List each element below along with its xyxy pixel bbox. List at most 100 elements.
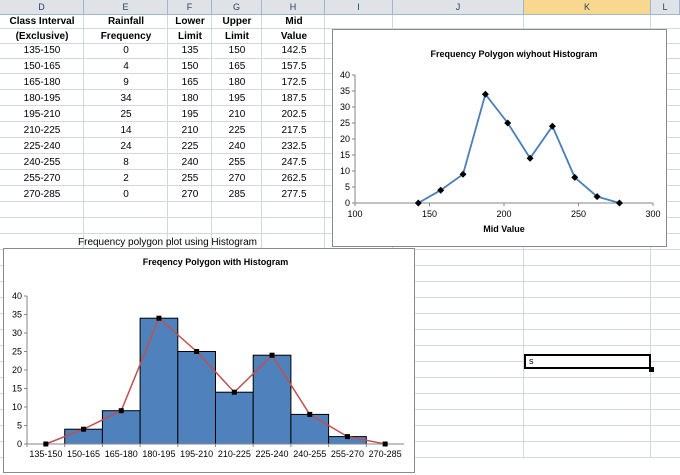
y-tick-label: 25 (340, 118, 350, 128)
active-cell[interactable]: s (524, 354, 651, 369)
table-cell[interactable]: 277.5 (281, 189, 307, 200)
table-cell[interactable]: 225 (228, 125, 246, 136)
histogram-bar (252, 354, 292, 445)
column-header-k[interactable]: K (524, 0, 651, 14)
table-header-cell[interactable]: Frequency (100, 31, 152, 42)
table-cell[interactable]: 262.5 (281, 173, 307, 184)
table-header-cell[interactable]: Upper (222, 16, 252, 27)
table-cell[interactable]: 270 (228, 173, 246, 184)
column-header-h[interactable]: H (262, 0, 325, 14)
table-header-cell[interactable]: Class Interval (9, 16, 75, 27)
data-point (481, 90, 489, 98)
table-cell[interactable]: 142.5 (281, 45, 307, 56)
table-cell[interactable]: 210 (181, 125, 199, 136)
table-cell[interactable]: 270-285 (23, 189, 61, 200)
x-tick-label: 300 (645, 209, 660, 219)
table-cell[interactable]: 202.5 (281, 109, 307, 120)
x-tick-label: 150 (422, 209, 437, 219)
table-cell[interactable]: 195 (228, 93, 246, 104)
table-cell[interactable]: 195-210 (23, 109, 61, 120)
histogram-bar (215, 391, 254, 445)
polygon-point (43, 441, 49, 447)
column-header-d[interactable]: D (0, 0, 84, 14)
histogram-bar (290, 413, 330, 445)
table-cell[interactable]: 285 (228, 189, 246, 200)
table-cell[interactable]: 150-165 (23, 61, 61, 72)
data-point (571, 173, 579, 181)
table-cell[interactable]: 0 (123, 45, 129, 56)
table-header-cell[interactable]: Lower (175, 16, 205, 27)
table-header-cell[interactable]: Limit (225, 31, 249, 42)
y-tick-label: 40 (12, 291, 22, 301)
table-cell[interactable]: 217.5 (281, 125, 307, 136)
table-cell[interactable]: 225 (181, 141, 199, 152)
table-cell[interactable]: 165 (181, 77, 199, 88)
column-header-e[interactable]: E (84, 0, 168, 14)
table-cell[interactable]: 210-225 (23, 125, 61, 136)
table-cell[interactable]: 255 (181, 173, 199, 184)
table-cell[interactable]: 255 (228, 157, 246, 168)
table-header-cell[interactable]: (Exclusive) (15, 31, 69, 42)
data-point (459, 170, 467, 178)
table-header-cell[interactable]: Mid (285, 16, 303, 27)
active-cell-value: s (529, 356, 534, 366)
table-cell[interactable]: 2 (123, 173, 129, 184)
table-cell[interactable]: 232.5 (281, 141, 307, 152)
series-line (417, 92, 620, 204)
table-cell[interactable]: 247.5 (281, 157, 307, 168)
table-header-cell[interactable]: Value (280, 31, 308, 42)
spreadsheet-grid[interactable]: Class Interval (Exclusive) Rainfall Frequen… (0, 15, 680, 473)
frequency-polygon-chart[interactable]: Frequency Polygon wiyhout Histogram 0 5 10 1… (332, 29, 667, 247)
table-cell[interactable]: 25 (120, 109, 132, 120)
table-cell[interactable]: 135-150 (23, 45, 61, 56)
table-cell[interactable]: 180-195 (23, 93, 61, 104)
table-cell[interactable]: 195 (181, 109, 199, 120)
table-cell[interactable]: 34 (120, 93, 132, 104)
table-header-cell[interactable]: Rainfall (107, 16, 145, 27)
x-tick-label: 225-240 (256, 449, 289, 459)
table-cell[interactable]: 24 (120, 141, 132, 152)
table-cell[interactable]: 180 (181, 93, 199, 104)
table-cell[interactable]: 8 (123, 157, 129, 168)
table-cell[interactable]: 150 (228, 45, 246, 56)
table-header-cell[interactable]: Limit (178, 31, 202, 42)
polygon-point (194, 349, 200, 354)
table-cell[interactable]: 165 (228, 61, 246, 72)
data-point (437, 186, 445, 194)
column-header-l[interactable]: L (651, 0, 680, 14)
table-cell[interactable]: 187.5 (281, 93, 307, 104)
fill-handle[interactable] (649, 367, 654, 372)
table-cell[interactable]: 165-180 (23, 77, 61, 88)
table-cell[interactable]: 240-255 (23, 157, 61, 168)
x-tick-label: 180-195 (142, 449, 175, 459)
table-cell[interactable]: 225-240 (23, 141, 61, 152)
column-header-g[interactable]: G (212, 0, 262, 14)
grid-line (0, 28, 680, 29)
table-cell[interactable]: 9 (123, 77, 129, 88)
column-header-j[interactable]: J (393, 0, 524, 14)
table-cell[interactable]: 270 (181, 189, 199, 200)
table-cell[interactable]: 14 (120, 125, 132, 136)
table-cell[interactable]: 0 (123, 189, 129, 200)
table-cell[interactable]: 157.5 (281, 61, 307, 72)
column-header-f[interactable]: F (168, 0, 212, 14)
y-tick-label: 10 (12, 402, 22, 412)
column-header-i[interactable]: I (325, 0, 393, 14)
table-cell[interactable]: 210 (228, 109, 246, 120)
table-cell[interactable]: 240 (181, 157, 199, 168)
table-cell[interactable]: 150 (181, 61, 199, 72)
x-tick-label: 200 (496, 209, 511, 219)
polygon-point (307, 411, 313, 417)
x-tick-label: 150-165 (67, 449, 100, 459)
histogram-polygon-chart[interactable]: Freqency Polygon with Histogram 0 5 10 15 20 2… (3, 248, 415, 473)
table-cell[interactable]: 172.5 (281, 77, 307, 88)
table-cell[interactable]: 135 (181, 45, 199, 56)
y-tick-label: 0 (17, 439, 22, 449)
table-cell[interactable]: 4 (123, 61, 129, 72)
table-cell[interactable]: 240 (228, 141, 246, 152)
x-tick-label: 135-150 (29, 449, 62, 459)
polygon-point (269, 352, 275, 358)
table-cell[interactable]: 255-270 (23, 173, 61, 184)
table-cell[interactable]: 180 (228, 77, 246, 88)
